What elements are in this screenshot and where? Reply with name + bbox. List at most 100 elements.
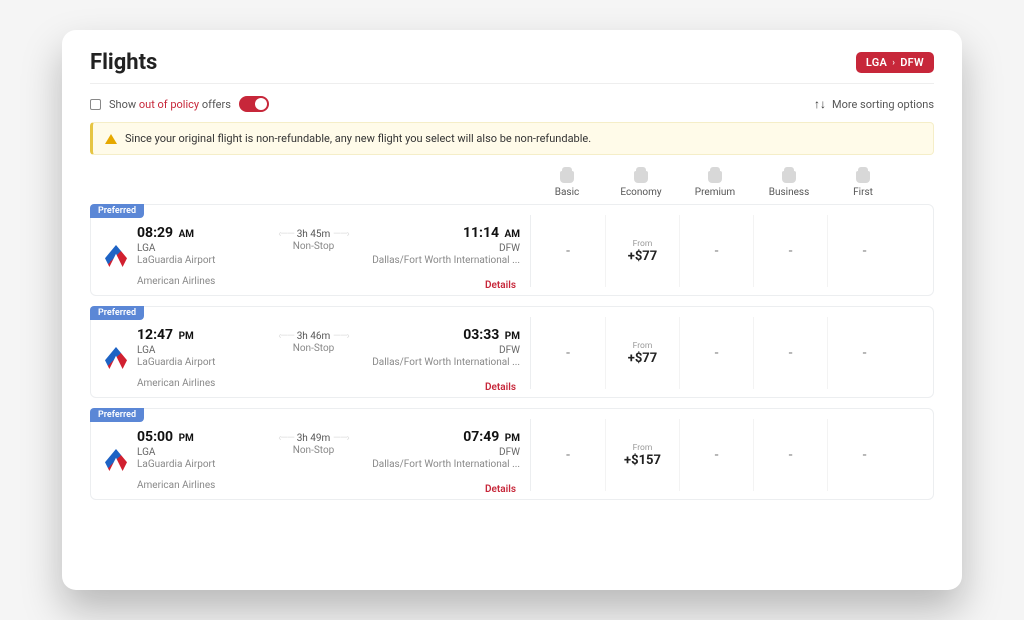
seat-icon <box>782 171 796 183</box>
dep-time: 05:00 PM <box>137 429 277 445</box>
airline-logo-icon <box>105 347 127 369</box>
fare-class-col: Basic <box>530 171 604 198</box>
arr-code: DFW <box>499 243 520 254</box>
fare-cell[interactable]: From+$77 <box>605 317 679 389</box>
fare-class-col: Business <box>752 171 826 198</box>
arrival-block: 11:14 AMDFWDallas/Fort Worth Internation… <box>350 225 520 266</box>
from-label: From <box>606 443 679 453</box>
route-from: LGA <box>866 56 887 69</box>
fare-cell[interactable]: - <box>679 215 753 287</box>
fare-class-header: BasicEconomyPremiumBusinessFirst <box>90 167 934 204</box>
fare-price: +$77 <box>606 249 679 264</box>
fare-unavailable: - <box>531 243 605 259</box>
fare-cell[interactable]: - <box>827 317 901 389</box>
arr-airport: Dallas/Fort Worth International ... <box>372 459 520 470</box>
alert-text: Since your original flight is non-refund… <box>125 132 591 145</box>
sort-icon: ↑↓ <box>814 97 826 111</box>
fare-unavailable: - <box>828 447 901 463</box>
fare-cells: -From+$157--- <box>531 419 933 491</box>
fare-cells: -From+$77--- <box>531 215 933 287</box>
airline-logo-icon <box>105 245 127 267</box>
duration-block: ‹—— 3h 45m ——›Non-Stop <box>277 225 350 252</box>
fare-cell[interactable]: From+$77 <box>605 215 679 287</box>
fare-cell[interactable]: - <box>679 317 753 389</box>
dep-airport: LaGuardia Airport <box>137 357 277 368</box>
arrow-left-icon: ‹—— <box>278 331 294 342</box>
fare-class-col: Economy <box>604 171 678 198</box>
fare-class-col: Premium <box>678 171 752 198</box>
fare-unavailable: - <box>754 243 827 259</box>
details-link[interactable]: Details <box>485 382 516 393</box>
details-link[interactable]: Details <box>485 280 516 291</box>
arr-time: 07:49 PM <box>463 429 520 445</box>
duration-block: ‹—— 3h 49m ——›Non-Stop <box>277 429 350 456</box>
fare-cell[interactable]: - <box>531 215 605 287</box>
flights-list: Preferred08:29 AMLGALaGuardia AirportAme… <box>90 204 934 500</box>
fare-unavailable: - <box>680 243 753 259</box>
sort-button[interactable]: ↑↓ More sorting options <box>814 97 934 111</box>
fare-unavailable: - <box>531 345 605 361</box>
fare-class-label: Basic <box>555 187 580 198</box>
fare-cell[interactable]: - <box>531 419 605 491</box>
fare-unavailable: - <box>680 447 753 463</box>
fare-unavailable: - <box>531 447 605 463</box>
fare-cell[interactable]: - <box>753 215 827 287</box>
stops: Non-Stop <box>277 241 350 252</box>
seat-icon <box>708 171 722 183</box>
dep-time: 08:29 AM <box>137 225 277 241</box>
arr-code: DFW <box>499 345 520 356</box>
flight-card[interactable]: Preferred05:00 PMLGALaGuardia AirportAme… <box>90 408 934 500</box>
arr-time: 03:33 PM <box>463 327 520 343</box>
flight-segment: 08:29 AMLGALaGuardia AirportAmerican Air… <box>91 215 531 287</box>
airline-name: American Airlines <box>137 480 277 491</box>
fare-unavailable: - <box>754 345 827 361</box>
seat-icon <box>560 171 574 183</box>
fare-price: +$77 <box>606 351 679 366</box>
warning-icon <box>105 134 117 144</box>
policy-toggle-label: Show out of policy offers <box>109 98 231 111</box>
route-to: DFW <box>900 56 924 69</box>
fare-unavailable: - <box>680 345 753 361</box>
fare-header-spacer <box>90 171 530 198</box>
fare-unavailable: - <box>828 243 901 259</box>
fare-class-label: Economy <box>620 187 661 198</box>
fare-cell[interactable]: - <box>827 419 901 491</box>
departure-block: 08:29 AMLGALaGuardia AirportAmerican Air… <box>137 225 277 287</box>
flight-card[interactable]: Preferred08:29 AMLGALaGuardia AirportAme… <box>90 204 934 296</box>
fare-cell[interactable]: - <box>531 317 605 389</box>
airline-logo-icon <box>105 449 127 471</box>
dep-airport: LaGuardia Airport <box>137 255 277 266</box>
from-label: From <box>606 341 679 351</box>
seat-icon <box>856 171 870 183</box>
details-link[interactable]: Details <box>485 484 516 495</box>
duration: 3h 45m <box>297 229 331 240</box>
fare-cell[interactable]: - <box>753 419 827 491</box>
policy-suffix: offers <box>199 98 231 111</box>
flight-card[interactable]: Preferred12:47 PMLGALaGuardia AirportAme… <box>90 306 934 398</box>
arrow-left-icon: ‹—— <box>278 229 294 240</box>
fare-cell[interactable]: - <box>679 419 753 491</box>
stops: Non-Stop <box>277 343 350 354</box>
fare-cell[interactable]: From+$157 <box>605 419 679 491</box>
fare-cell[interactable]: - <box>827 215 901 287</box>
fare-unavailable: - <box>754 447 827 463</box>
chevron-right-icon: › <box>892 58 895 68</box>
stops: Non-Stop <box>277 445 350 456</box>
airline-name: American Airlines <box>137 378 277 389</box>
arr-airport: Dallas/Fort Worth International ... <box>372 255 520 266</box>
arrow-right-icon: ——› <box>333 331 349 342</box>
fare-cell[interactable]: - <box>753 317 827 389</box>
policy-toggle[interactable] <box>239 96 269 112</box>
refund-alert: Since your original flight is non-refund… <box>90 122 934 155</box>
arrow-right-icon: ——› <box>333 229 349 240</box>
sort-label: More sorting options <box>832 98 934 111</box>
fare-class-label: Business <box>769 187 809 198</box>
header: Flights LGA › DFW <box>90 50 934 84</box>
fare-price: +$157 <box>606 453 679 468</box>
policy-highlight: out of policy <box>139 98 199 111</box>
flight-segment: 12:47 PMLGALaGuardia AirportAmerican Air… <box>91 317 531 389</box>
flight-segment: 05:00 PMLGALaGuardia AirportAmerican Air… <box>91 419 531 491</box>
dep-code: LGA <box>137 447 277 458</box>
arr-code: DFW <box>499 447 520 458</box>
route-badge[interactable]: LGA › DFW <box>856 52 934 73</box>
